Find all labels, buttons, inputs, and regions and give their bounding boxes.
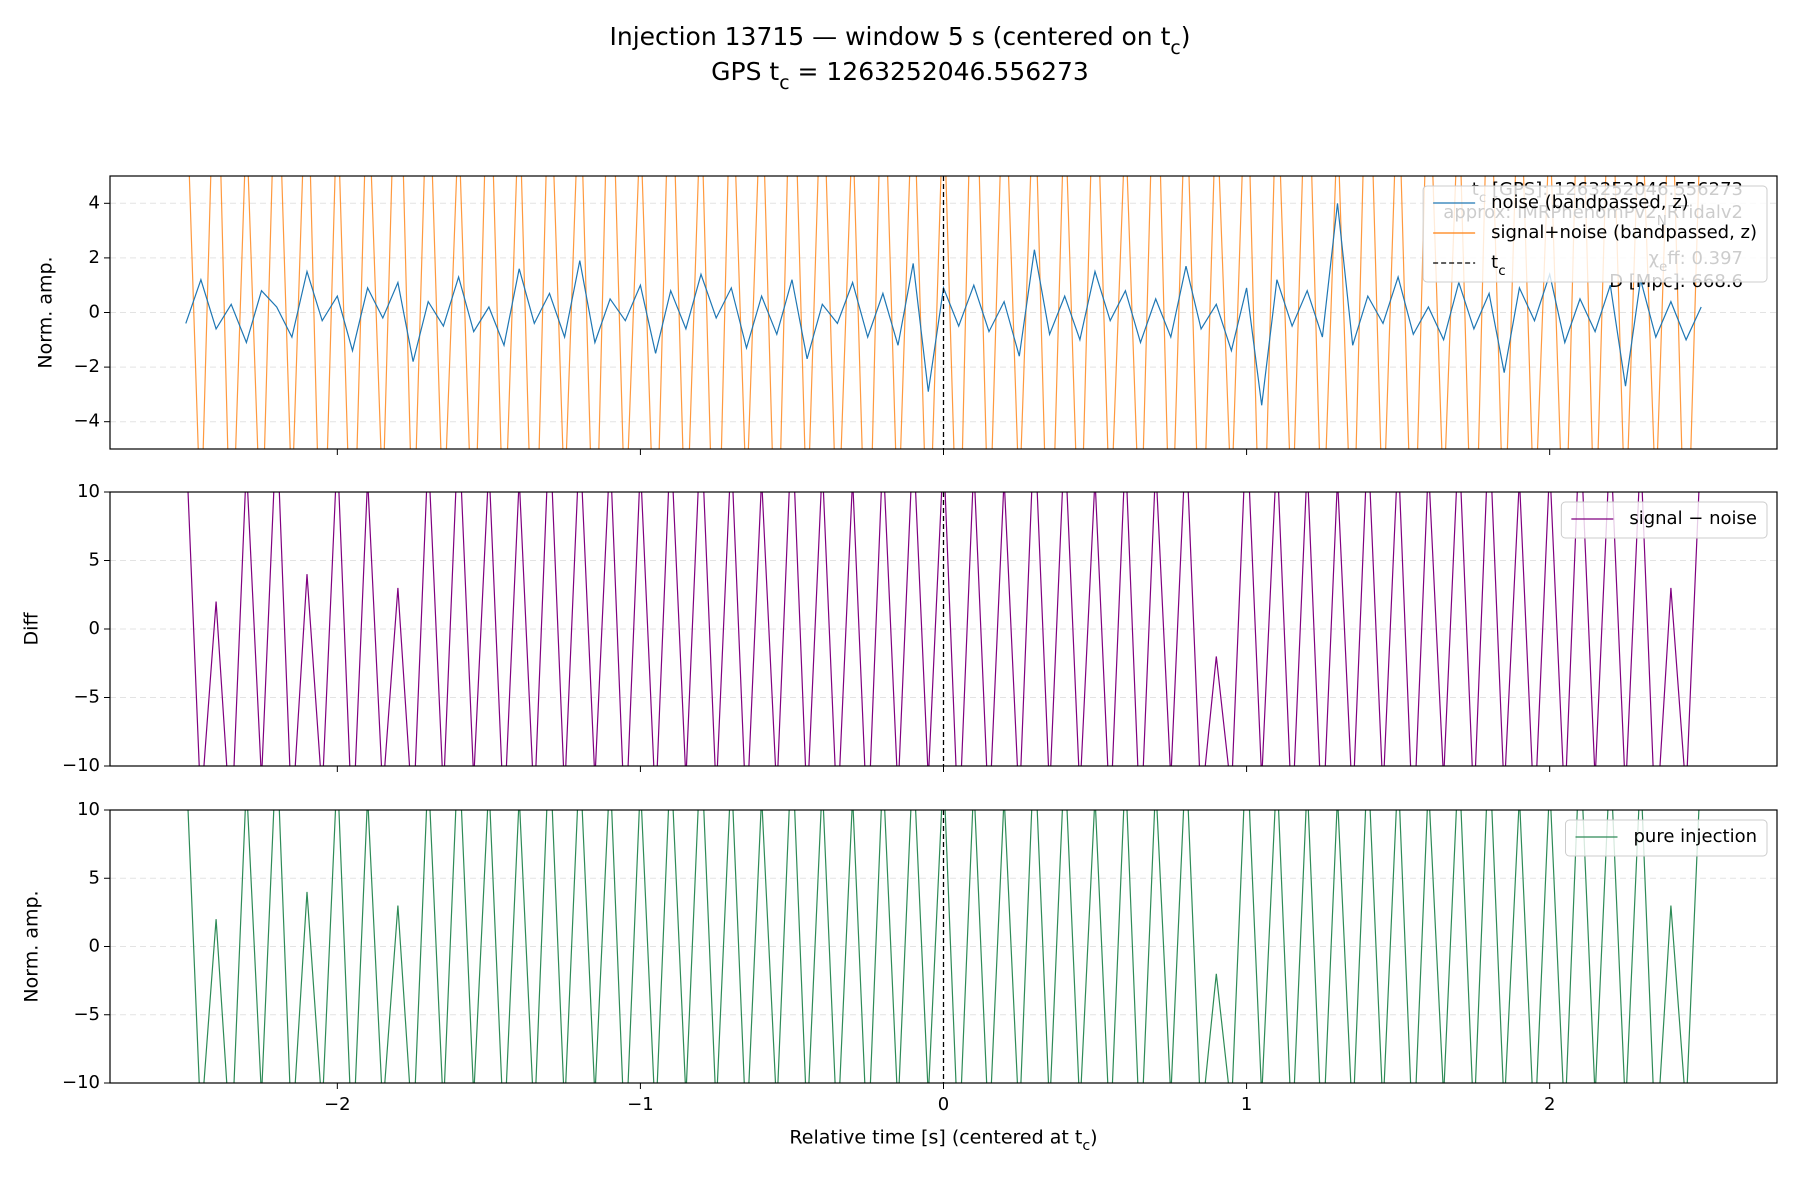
x-axis-label: Relative time [s] (centered at t_c) [789,1127,1097,1155]
x-tick-label: 2 [1544,1094,1555,1115]
axes-frame [109,809,1778,1084]
legend-label: pure injection [1634,826,1758,847]
y-axis-label: Norm. amp. [21,890,43,1002]
series-line [187,810,1700,1083]
y-tick-label: 10 [77,481,100,502]
y-tick-label: −4 [73,411,100,432]
axes-frame [109,175,1778,450]
y-tick-label: 0 [89,936,100,957]
x-tick-label: 1 [1241,1094,1252,1115]
plot-area [185,176,1702,449]
y-tick-label: −10 [62,1072,100,1093]
legend: pure injection [1565,819,1768,857]
y-tick-label: −2 [73,356,100,377]
legend-label: noise (bandpassed, z) [1491,192,1689,213]
y-tick-label: −5 [73,687,100,708]
legend-box [1422,185,1768,283]
y-tick-label: 2 [89,247,100,268]
legend: signal − noise [1560,501,1768,539]
y-axis-label: Norm. amp. [35,256,57,368]
x-tick-label: 0 [938,1094,949,1115]
legend-box [1560,501,1768,539]
legend: noise (bandpassed, z) signal+noise (bandp… [1422,185,1768,283]
legend-label: signal+noise (bandpassed, z) [1491,222,1757,243]
series-line [185,203,1702,406]
legend-label: signal − noise [1629,508,1757,529]
figure-subtitle: GPS t_c = 1263252046.556273 [711,57,1089,94]
axes-frame [109,491,1778,767]
y-tick-label: 4 [89,192,100,213]
y-tick-label: 5 [89,550,100,571]
y-tick-label: 5 [89,867,100,888]
plot-area [187,810,1700,1083]
x-tick-label: −2 [324,1094,351,1115]
y-tick-label: −10 [62,755,100,776]
figure-title: Injection 13715 — window 5 s (centered o… [610,22,1191,59]
legend-box [1565,819,1768,857]
series-line [187,492,1700,766]
plot-area [187,492,1700,766]
y-tick-label: 10 [77,799,100,820]
y-tick-label: −5 [73,1004,100,1025]
y-tick-label: 0 [89,618,100,639]
y-axis-label: Diff [21,612,43,646]
y-tick-label: 0 [89,302,100,323]
x-tick-label: −1 [627,1094,654,1115]
series-line [188,176,1700,449]
